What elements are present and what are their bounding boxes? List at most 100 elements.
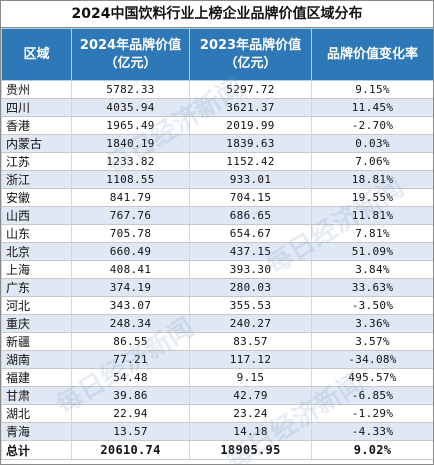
value-2023-cell: 42.79	[189, 386, 312, 405]
header-2023-value: 2023年品牌价值 （亿元）	[189, 28, 312, 81]
table-body: 贵州 5782.33 5297.72 9.15% 四川 4035.94 3621.37 11.…	[1, 80, 433, 460]
value-2024-cell: 20610.74	[71, 440, 190, 460]
change-rate-cell: 0.03%	[311, 134, 433, 153]
change-rate-cell: 51.09%	[311, 242, 433, 261]
change-rate-cell: 3.84%	[311, 260, 433, 279]
header-change-rate: 品牌价值变化率	[311, 28, 433, 81]
region-cell: 香港	[1, 116, 72, 135]
value-2023-cell: 1839.63	[189, 134, 312, 153]
region-cell: 总计	[1, 440, 72, 460]
value-2023-cell: 1152.42	[189, 152, 312, 171]
value-2024-cell: 1108.55	[71, 170, 190, 189]
table-row: 福建 54.48 9.15 495.57%	[1, 368, 433, 387]
change-rate-cell: 9.15%	[311, 80, 433, 99]
table-row: 贵州 5782.33 5297.72 9.15%	[1, 80, 433, 99]
table-row: 浙江 1108.55 933.01 18.81%	[1, 170, 433, 189]
region-cell: 安徽	[1, 188, 72, 207]
table-row: 安徽 841.79 704.15 19.55%	[1, 188, 433, 207]
table-title: 2024中国饮料行业上榜企业品牌价值区域分布	[1, 1, 433, 28]
table-row: 山东 705.78 654.67 7.81%	[1, 224, 433, 243]
value-2023-cell: 704.15	[189, 188, 312, 207]
table-row: 甘肃 39.86 42.79 -6.85%	[1, 386, 433, 405]
region-cell: 北京	[1, 242, 72, 261]
change-rate-cell: 9.02%	[311, 440, 433, 460]
header-2024-value: 2024年品牌价值 （亿元）	[71, 28, 190, 81]
value-2024-cell: 1965.49	[71, 116, 190, 135]
value-2024-cell: 841.79	[71, 188, 190, 207]
header-region: 区域	[1, 28, 72, 81]
region-cell: 山东	[1, 224, 72, 243]
value-2024-cell: 54.48	[71, 368, 190, 387]
value-2023-cell: 355.53	[189, 296, 312, 315]
value-2023-cell: 2019.99	[189, 116, 312, 135]
value-2023-cell: 280.03	[189, 278, 312, 297]
value-2023-cell: 14.18	[189, 422, 312, 441]
change-rate-cell: 3.36%	[311, 314, 433, 333]
change-rate-cell: 495.57%	[311, 368, 433, 387]
value-2023-cell: 3621.37	[189, 98, 312, 117]
region-cell: 江苏	[1, 152, 72, 171]
change-rate-cell: -1.29%	[311, 404, 433, 423]
region-cell: 上海	[1, 260, 72, 279]
value-2023-cell: 117.12	[189, 350, 312, 369]
value-2024-cell: 4035.94	[71, 98, 190, 117]
value-2024-cell: 39.86	[71, 386, 190, 405]
header-2024-line1: 2024年品牌价值	[79, 37, 182, 53]
header-2023-line2: （亿元）	[224, 55, 277, 71]
change-rate-cell: 11.81%	[311, 206, 433, 225]
region-cell: 山西	[1, 206, 72, 225]
change-rate-cell: 18.81%	[311, 170, 433, 189]
region-cell: 新疆	[1, 332, 72, 351]
region-cell: 浙江	[1, 170, 72, 189]
region-cell: 甘肃	[1, 386, 72, 405]
table-row: 河北 343.07 355.53 -3.50%	[1, 296, 433, 315]
change-rate-cell: 7.06%	[311, 152, 433, 171]
value-2024-cell: 767.76	[71, 206, 190, 225]
change-rate-cell: 7.81%	[311, 224, 433, 243]
table-row: 上海 408.41 393.30 3.84%	[1, 260, 433, 279]
value-2023-cell: 18905.95	[189, 440, 312, 460]
value-2024-cell: 248.34	[71, 314, 190, 333]
table-row: 湖北 22.94 23.24 -1.29%	[1, 404, 433, 423]
value-2023-cell: 83.57	[189, 332, 312, 351]
value-2024-cell: 22.94	[71, 404, 190, 423]
table-row: 青海 13.57 14.18 -4.33%	[1, 422, 433, 441]
table-row: 江苏 1233.82 1152.42 7.06%	[1, 152, 433, 171]
value-2024-cell: 77.21	[71, 350, 190, 369]
change-rate-cell: -2.70%	[311, 116, 433, 135]
change-rate-cell: 19.55%	[311, 188, 433, 207]
value-2023-cell: 437.15	[189, 242, 312, 261]
value-2024-cell: 13.57	[71, 422, 190, 441]
brand-value-table: 区域 2024年品牌价值 （亿元） 2023年品牌价值 （亿元） 品牌价值变化率…	[1, 28, 433, 460]
table-row: 香港 1965.49 2019.99 -2.70%	[1, 116, 433, 135]
value-2024-cell: 374.19	[71, 278, 190, 297]
value-2024-cell: 660.49	[71, 242, 190, 261]
table-row: 新疆 86.55 83.57 3.57%	[1, 332, 433, 351]
region-cell: 湖南	[1, 350, 72, 369]
value-2023-cell: 5297.72	[189, 80, 312, 99]
region-cell: 内蒙古	[1, 134, 72, 153]
value-2024-cell: 5782.33	[71, 80, 190, 99]
table-row: 山西 767.76 686.65 11.81%	[1, 206, 433, 225]
region-cell: 福建	[1, 368, 72, 387]
header-2024-line2: （亿元）	[104, 55, 157, 71]
table-row: 内蒙古 1840.19 1839.63 0.03%	[1, 134, 433, 153]
value-2023-cell: 240.27	[189, 314, 312, 333]
value-2024-cell: 408.41	[71, 260, 190, 279]
region-cell: 河北	[1, 296, 72, 315]
region-cell: 贵州	[1, 80, 72, 99]
change-rate-cell: -34.08%	[311, 350, 433, 369]
change-rate-cell: -6.85%	[311, 386, 433, 405]
table-row: 四川 4035.94 3621.37 11.45%	[1, 98, 433, 117]
change-rate-cell: -4.33%	[311, 422, 433, 441]
value-2024-cell: 1840.19	[71, 134, 190, 153]
region-cell: 四川	[1, 98, 72, 117]
header-row: 区域 2024年品牌价值 （亿元） 2023年品牌价值 （亿元） 品牌价值变化率	[1, 28, 433, 81]
table-row: 广东 374.19 280.03 33.63%	[1, 278, 433, 297]
header-2023-line1: 2023年品牌价值	[199, 37, 302, 53]
region-cell: 青海	[1, 422, 72, 441]
change-rate-cell: 11.45%	[311, 98, 433, 117]
value-2023-cell: 393.30	[189, 260, 312, 279]
change-rate-cell: 33.63%	[311, 278, 433, 297]
